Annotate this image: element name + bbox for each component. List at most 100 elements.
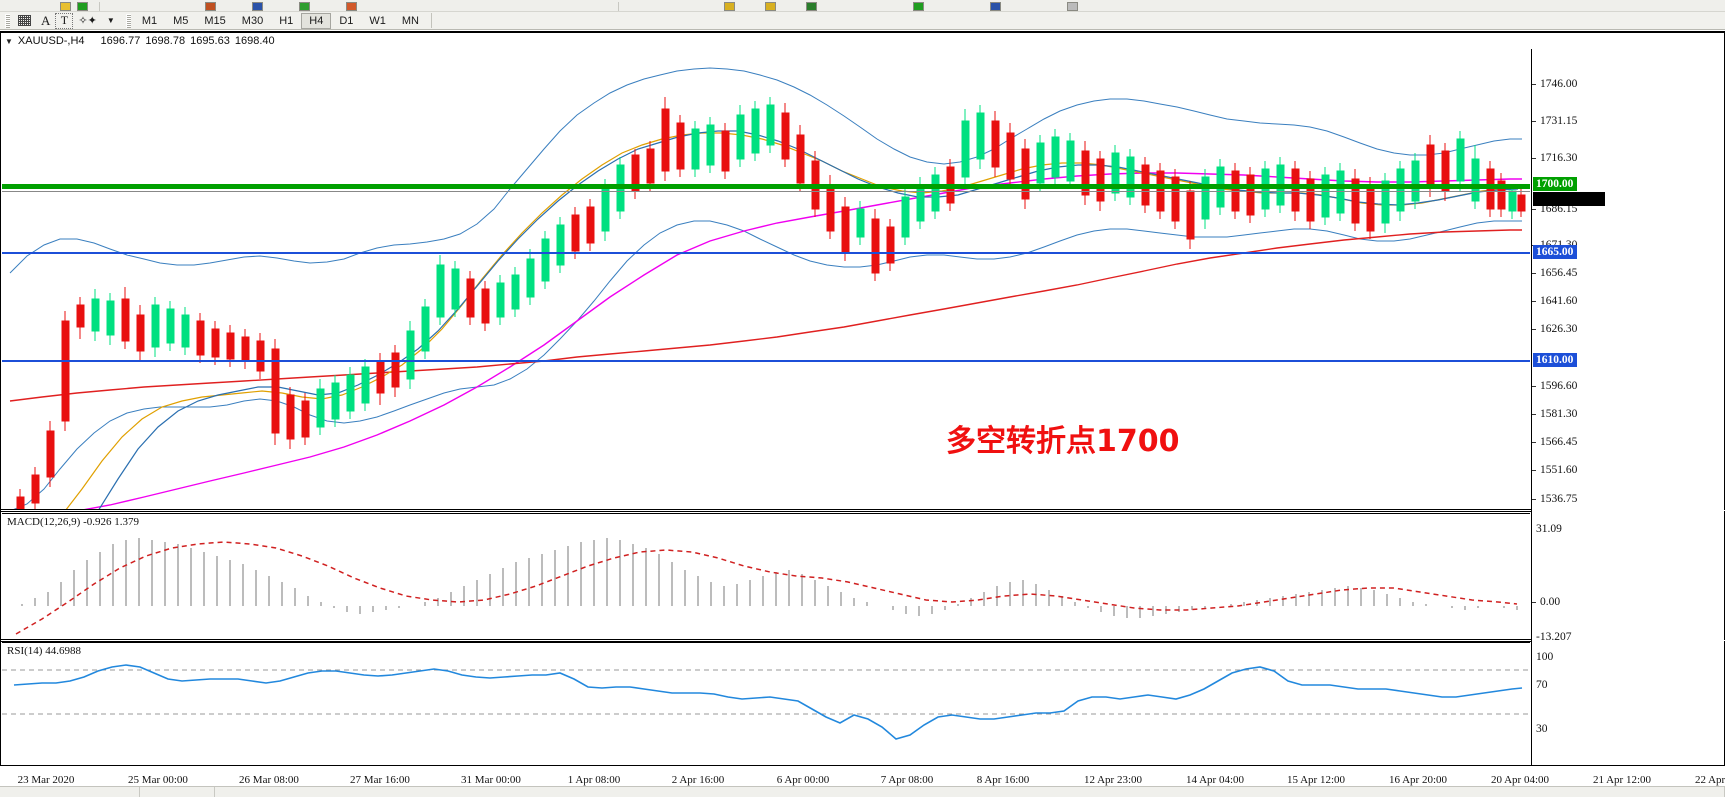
template-icon[interactable] (806, 2, 817, 11)
macd-signal-line (15, 541, 1518, 635)
rsi-title: RSI(14) 44.6988 (7, 645, 81, 657)
level-line-1665 (2, 252, 1530, 254)
macd-histogram (21, 538, 1518, 618)
ma-magenta-line (84, 172, 1522, 509)
status-cell-3 (215, 787, 1725, 797)
chart-window[interactable]: ▼ XAUUSD-,H4 1696.77 1698.78 1695.63 169… (0, 31, 1725, 797)
rsi-svg (2, 664, 1530, 740)
quote-bar: ▼ XAUUSD-,H4 1696.77 1698.78 1695.63 169… (1, 33, 1725, 49)
properties-icon[interactable] (990, 2, 1001, 11)
bollinger-upper-band (9, 67, 1522, 274)
time-overflow-15: 21 Apr 12:00 (1592, 774, 1652, 786)
bollinger-lower-band (13, 220, 1522, 509)
time-overflow-6: 2 Apr 16:00 (671, 774, 725, 786)
time-overflow-14: 20 Apr 04:00 (1490, 774, 1550, 786)
timeframe-h1[interactable]: H1 (279, 14, 294, 27)
shift-icon[interactable] (765, 2, 776, 11)
price-scale[interactable]: 1746.00 1731.15 1716.30 1686.15 1671.30 … (1531, 49, 1724, 766)
text-label-icon[interactable]: A (41, 12, 51, 28)
status-cell-1 (0, 787, 140, 797)
timeframe-d1[interactable]: D1 (339, 14, 354, 27)
time-overflow-5: 1 Apr 08:00 (567, 774, 621, 786)
time-overflow-9: 8 Apr 16:00 (976, 774, 1030, 786)
timeframe-m30[interactable]: M30 (241, 14, 264, 27)
macd-svg (15, 538, 1518, 635)
shapes-icon[interactable]: ✧✦ (78, 15, 97, 27)
timeframe-w1[interactable]: W1 (369, 14, 386, 27)
indicator-green-icon[interactable] (77, 2, 88, 11)
timeframe-grip[interactable] (125, 13, 131, 28)
candle-chart-icon[interactable] (252, 2, 263, 11)
timeframe-m1[interactable]: M1 (141, 14, 158, 27)
macd-tick-max: 31.09 (1536, 523, 1562, 535)
time-overflow-8: 7 Apr 08:00 (880, 774, 934, 786)
macd-tick-min: -13.207 (1536, 631, 1572, 643)
time-overflow-16: 22 Apr 20:00 (1694, 774, 1725, 786)
autoscroll-icon[interactable] (724, 2, 735, 11)
macd-title: MACD(12,26,9) -0.926 1.379 (7, 516, 139, 528)
quote-low: 1695.63 (190, 35, 230, 47)
line-chart-icon[interactable] (299, 2, 310, 11)
price-badge-current (1533, 192, 1605, 206)
rsi-line (13, 664, 1523, 740)
time-overflow-12: 15 Apr 12:00 (1286, 774, 1346, 786)
timeframe-m15[interactable]: M15 (204, 14, 226, 27)
price-tick-1746: 1746.00 (1540, 78, 1578, 90)
status-bar[interactable] (0, 786, 1725, 797)
text-box-icon[interactable]: T (55, 12, 74, 29)
price-chart-svg (9, 67, 1526, 509)
chart-menu-caret-icon[interactable]: ▼ (5, 36, 13, 46)
toolbar-overflow-row[interactable] (0, 0, 1725, 12)
rsi-tick-70: 70 (1536, 679, 1548, 691)
time-overflow-11: 14 Apr 04:00 (1185, 774, 1245, 786)
crosshair-icon[interactable] (13, 13, 36, 29)
chart-annotation-text: 多空转折点1700 (946, 424, 1180, 459)
quote-open: 1696.77 (100, 35, 141, 47)
time-overflow-4: 31 Mar 00:00 (461, 774, 521, 786)
time-overflow-1: 25 Mar 00:00 (128, 774, 188, 786)
timeframe-mn[interactable]: MN (401, 14, 419, 27)
ma-orange-line (65, 132, 1523, 509)
price-chart-pane[interactable] (2, 49, 1530, 509)
level-line-1700-inner (2, 191, 1530, 192)
quote-close: 1698.40 (234, 35, 275, 47)
ma-red-line (9, 229, 1522, 402)
toolbar-grip[interactable] (5, 13, 10, 28)
time-overflow-2: 26 Mar 08:00 (239, 774, 299, 786)
timeframe-h4[interactable]: H4 (301, 12, 332, 29)
price-tick-1596: 1596.60 (1540, 380, 1578, 392)
main-toolbar[interactable]: A T ✧✦ ▼ M1 M5 M15 M30 H1 H4 D1 W1 MN (0, 12, 1725, 30)
time-overflow-0: 23 Mar 2020 (17, 774, 75, 786)
macd-tick-zero: 0.00 (1540, 596, 1561, 608)
dropdown-arrow-icon[interactable]: ▼ (106, 16, 115, 25)
price-tick-1716: 1716.30 (1540, 152, 1578, 164)
price-tick-1641: 1641.60 (1540, 295, 1578, 307)
price-tick-1626: 1626.30 (1540, 323, 1578, 335)
rsi-tick-100: 100 (1536, 651, 1554, 663)
grid-toggle-icon[interactable] (913, 2, 924, 11)
misc-icon[interactable] (1067, 2, 1078, 11)
macd-pane[interactable]: MACD(12,26,9) -0.926 1.379 (2, 513, 1530, 639)
price-tick-1731: 1731.15 (1540, 115, 1578, 127)
price-badge-1700: 1700.00 (1533, 177, 1578, 191)
price-badge-1610: 1610.00 (1533, 353, 1578, 367)
price-badge-1665: 1665.00 (1533, 245, 1578, 259)
candlestick-series (16, 97, 1526, 509)
rsi-tick-30: 30 (1536, 723, 1548, 735)
price-tick-1656: 1656.45 (1540, 267, 1578, 279)
level-line-1610 (2, 360, 1530, 362)
quote-high: 1698.78 (145, 35, 186, 47)
time-scale-overflow: 23 Mar 2020 25 Mar 00:00 26 Mar 08:00 27… (0, 765, 1725, 787)
zoom-icon[interactable] (346, 2, 357, 11)
rsi-pane-separator (1, 639, 1725, 642)
time-overflow-7: 6 Apr 00:00 (776, 774, 830, 786)
price-tick-1581: 1581.30 (1540, 408, 1578, 420)
price-tick-1536: 1536.75 (1540, 493, 1578, 505)
rsi-pane[interactable]: RSI(14) 44.6988 (2, 642, 1530, 766)
time-overflow-3: 27 Mar 16:00 (350, 774, 410, 786)
new-order-icon[interactable] (60, 2, 71, 11)
timeframe-m5[interactable]: M5 (173, 14, 189, 27)
price-tick-1686: 1686.15 (1540, 203, 1578, 215)
time-overflow-13: 16 Apr 20:00 (1388, 774, 1448, 786)
bar-chart-icon[interactable] (205, 2, 216, 11)
